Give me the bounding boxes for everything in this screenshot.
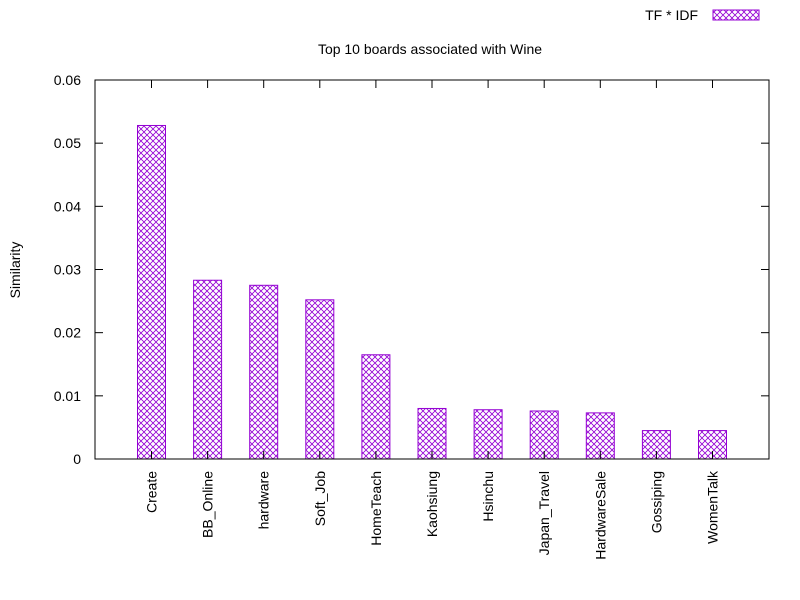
y-tick-label: 0.04 — [54, 198, 81, 214]
bar — [473, 409, 503, 460]
legend-swatch — [712, 9, 760, 21]
x-tick-label: Gossiping — [648, 471, 664, 533]
x-tick-label: Hsinchu — [480, 471, 496, 522]
x-tick-label: Kaohsiung — [424, 471, 440, 537]
bar — [417, 407, 447, 460]
y-tick-label: 0.03 — [54, 262, 81, 278]
legend: TF * IDF — [645, 7, 760, 23]
y-tick-label: 0 — [73, 451, 81, 467]
bar — [361, 354, 391, 460]
bar — [249, 284, 279, 460]
bar — [529, 410, 559, 460]
x-tick-label: BB_Online — [200, 471, 216, 538]
x-tick-label: Create — [144, 471, 160, 513]
y-axis-label: Similarity — [7, 242, 23, 299]
x-tick-label: HomeTeach — [368, 471, 384, 546]
y-axis-ticks: 0 0.01 0.02 0.03 0.04 0.05 0.06 — [54, 72, 769, 467]
y-tick-label: 0.06 — [54, 72, 81, 88]
chart-title: Top 10 boards associated with Wine — [318, 41, 542, 57]
y-tick-label: 0.05 — [54, 135, 81, 151]
y-tick-label: 0.01 — [54, 388, 81, 404]
bar — [137, 124, 166, 460]
x-tick-label: Japan_Travel — [536, 471, 552, 555]
x-tick-label: hardware — [256, 471, 272, 530]
y-tick-label: 0.02 — [54, 325, 81, 341]
bar-series — [137, 124, 727, 460]
bar — [305, 299, 335, 460]
plot-frame — [94, 79, 770, 460]
x-tick-label: HardwareSale — [592, 471, 608, 560]
x-tick-label: WomenTalk — [705, 470, 721, 544]
bar — [193, 279, 223, 460]
x-tick-label: Soft_Job — [312, 471, 328, 526]
category-labels: Create BB_Online hardware Soft_Job HomeTeach… — [144, 80, 721, 560]
legend-label: TF * IDF — [645, 7, 698, 23]
